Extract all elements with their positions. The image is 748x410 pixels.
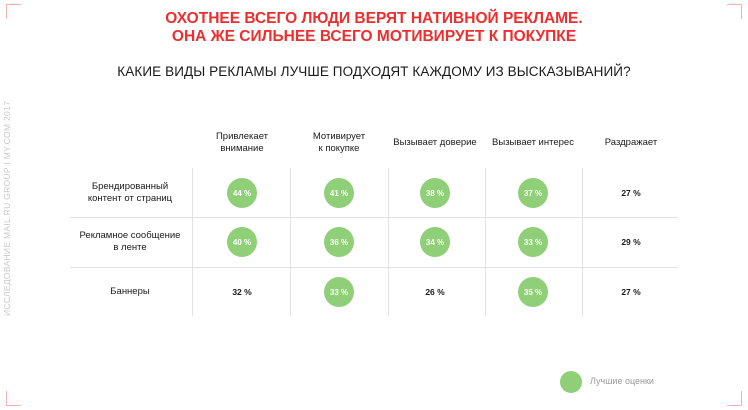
headline-line-2: ОНА ЖЕ СИЛЬНЕЕ ВСЕГО МОТИВИРУЕТ К ПОКУПК… [171, 28, 577, 45]
column-header: Раздражает [583, 128, 679, 158]
column-divider [582, 168, 583, 316]
best-score-marker: 40 % [227, 227, 257, 257]
best-score-marker: 33 % [324, 277, 354, 307]
best-score-marker: 35 % [518, 277, 548, 307]
column-header-line: Мотивирует [312, 131, 366, 142]
column-header-line: Раздражает [604, 137, 658, 148]
column-divider [485, 168, 486, 316]
row-label: Брендированный контент от страниц [70, 173, 190, 213]
headline-line-1: ОХОТНЕЕ ВСЕГО ЛЮДИ ВЕРЯТ НАТИВНОЙ РЕКЛАМ… [165, 10, 583, 27]
row-label-line: Брендированный [91, 181, 169, 192]
row-divider [70, 267, 678, 268]
column-header-line: к покупке [318, 143, 360, 154]
legend-label: Лучшие оценки [590, 376, 654, 386]
column-header-line: Привлекает [215, 131, 269, 142]
best-score-marker: 37 % [518, 178, 548, 208]
column-header: Мотивирует к покупке [291, 128, 387, 158]
row-divider [70, 217, 678, 218]
column-header: Привлекает внимание [194, 128, 290, 158]
score-value: 32 % [232, 287, 252, 297]
frame-corner [6, 391, 21, 406]
column-divider [290, 168, 291, 316]
score-value: 27 % [621, 287, 641, 297]
best-score-marker: 34 % [420, 227, 450, 257]
row-label-line: Баннеры [110, 286, 150, 297]
score-value: 27 % [621, 188, 641, 198]
frame-corner [6, 4, 21, 19]
source-note: ИССЛЕДОВАНИЕ MAIL.RU GROUP I MY.COM 2017 [2, 100, 12, 316]
column-header: Вызывает интерес [485, 128, 581, 158]
headline: ОХОТНЕЕ ВСЕГО ЛЮДИ ВЕРЯТ НАТИВНОЙ РЕКЛАМ… [0, 10, 748, 46]
best-score-marker: 44 % [227, 178, 257, 208]
legend-swatch [560, 371, 582, 393]
frame-corner [727, 391, 742, 406]
best-score-marker: 41 % [324, 178, 354, 208]
column-divider [388, 168, 389, 316]
frame-corner [727, 4, 742, 19]
score-value: 29 % [621, 237, 641, 247]
best-score-marker: 36 % [324, 227, 354, 257]
row-label: Рекламное сообщение в ленте [70, 222, 190, 262]
question-title: КАКИЕ ВИДЫ РЕКЛАМЫ ЛУЧШЕ ПОДХОДЯТ КАЖДОМ… [117, 64, 631, 79]
score-value: 26 % [425, 287, 445, 297]
best-score-marker: 38 % [420, 178, 450, 208]
row-label-line: Рекламное сообщение [79, 230, 181, 241]
column-divider [192, 168, 193, 316]
row-label-line: контент от страниц [87, 193, 173, 204]
row-label: Баннеры [70, 272, 190, 312]
column-header-line: Вызывает доверие [393, 137, 477, 148]
column-header-line: внимание [220, 143, 264, 154]
row-label-line: в ленте [113, 242, 147, 253]
column-header-line: Вызывает интерес [492, 137, 574, 148]
column-header: Вызывает доверие [387, 128, 483, 158]
best-score-marker: 33 % [518, 227, 548, 257]
